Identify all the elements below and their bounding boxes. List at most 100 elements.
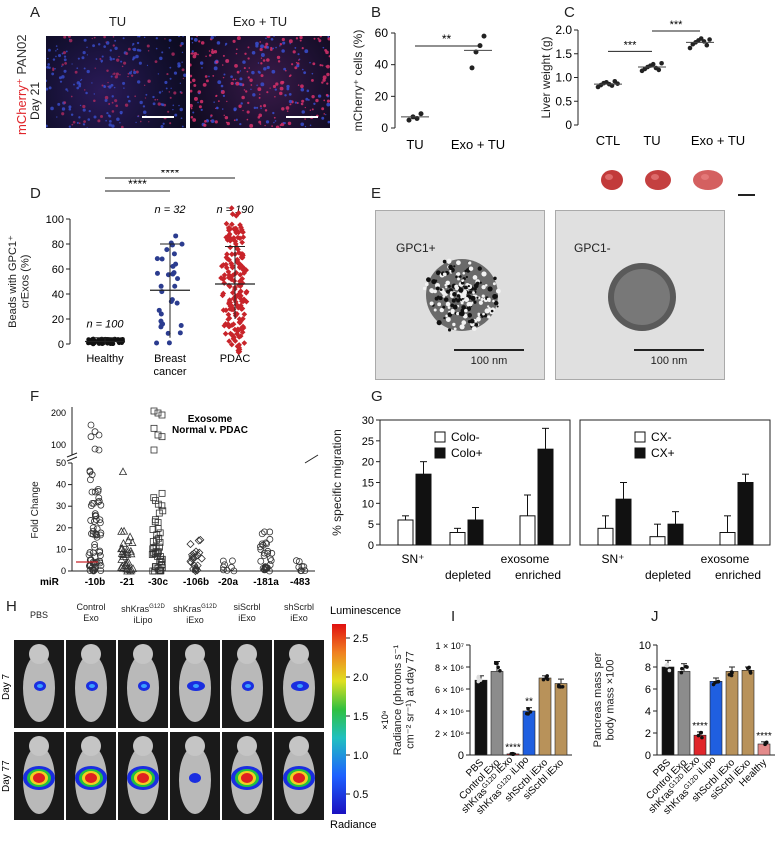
y-tick-label: 10	[639, 640, 651, 652]
y-tick-label: 8 × 10⁶	[435, 663, 464, 673]
data-point	[159, 256, 165, 262]
column-label: shKrasG12D iExo	[173, 604, 217, 625]
gold-particle	[462, 271, 466, 275]
x-tick-label: Healthy	[86, 353, 124, 365]
gold-particle	[484, 308, 490, 314]
data-point	[95, 497, 103, 505]
cell-dot	[246, 110, 250, 114]
cell-dot	[136, 41, 140, 45]
panel-g-chart: 0 5 10 15 20 25 30 % specific migration SN⁺ exoso…	[325, 395, 780, 595]
cell-dot	[243, 89, 246, 91]
bar	[649, 536, 666, 546]
cell-dot	[126, 95, 130, 98]
data-point	[177, 330, 183, 336]
cell-dot	[279, 91, 283, 96]
cell-dot	[256, 84, 258, 87]
mouse-image	[274, 732, 324, 820]
cell-dot	[225, 42, 228, 46]
data-point	[157, 566, 165, 574]
data-point	[123, 545, 132, 553]
cell-dot	[144, 97, 147, 99]
data-point	[197, 554, 206, 563]
lum-signal-peak	[293, 773, 305, 783]
exosome-bead-core	[614, 269, 670, 325]
gold-particle	[479, 281, 482, 284]
cell-dot	[134, 95, 137, 98]
panel-f-chart: 0 10 20 30 40 50 100 200 Fold Change Exosome Norma…	[0, 395, 330, 590]
cell-dot	[78, 84, 82, 88]
cell-dot	[259, 123, 262, 125]
cell-dot	[230, 81, 234, 86]
cell-dot	[246, 70, 249, 73]
y-tick-label: 10	[56, 544, 66, 554]
cell-dot	[190, 103, 193, 108]
cell-dot	[263, 104, 267, 108]
cell-dot	[61, 65, 63, 67]
gold-particle	[462, 299, 465, 303]
data-point	[301, 567, 309, 575]
gold-particle	[426, 277, 431, 283]
mouse-image	[14, 732, 64, 820]
x-tick-label: -106b	[183, 577, 209, 588]
cell-dot	[326, 102, 330, 107]
outlier-point	[158, 433, 166, 441]
gold-particle	[433, 308, 437, 312]
cell-dot	[161, 51, 164, 54]
svg-text:mCherry⁺ PAN02: mCherry⁺ PAN02	[14, 34, 29, 135]
cell-dot	[132, 48, 134, 50]
gold-particle	[442, 305, 446, 309]
data-point	[154, 549, 161, 556]
cell-dot	[142, 110, 147, 115]
cell-dot	[172, 104, 175, 107]
gold-particle	[466, 291, 470, 294]
gold-particle	[481, 271, 487, 277]
cell-dot	[294, 101, 298, 104]
gold-particle	[441, 290, 446, 296]
cell-dot	[114, 46, 118, 50]
cell-dot	[243, 67, 246, 70]
x-tick-label: SN⁺	[401, 552, 424, 566]
data-point	[239, 298, 245, 305]
data-point	[158, 311, 164, 317]
bar	[709, 681, 723, 756]
cell-dot	[289, 74, 292, 77]
cell-dot	[198, 40, 201, 43]
lum-signal-core	[193, 684, 199, 688]
cell-dot	[181, 61, 183, 63]
cell-dot	[325, 114, 327, 116]
cell-dot	[113, 86, 116, 89]
data-point	[699, 730, 703, 735]
gold-particle	[445, 301, 451, 307]
cell-dot	[299, 39, 302, 42]
cell-dot	[68, 107, 72, 111]
outlier-point	[118, 467, 128, 476]
cell-dot	[170, 87, 172, 89]
data-point	[154, 256, 160, 262]
data-point	[87, 476, 94, 484]
cell-dot	[249, 123, 254, 128]
data-point	[86, 567, 94, 574]
cell-dot	[112, 73, 114, 75]
cell-dot	[311, 72, 314, 75]
x-tick-label: CTL	[596, 133, 621, 148]
data-point	[556, 684, 561, 689]
y-tick-label: 50	[56, 458, 66, 468]
cell-dot	[234, 64, 238, 68]
cell-dot	[326, 99, 330, 103]
gold-particle	[458, 287, 464, 293]
cell-dot	[63, 69, 67, 73]
cell-dot	[257, 116, 261, 119]
cell-dot	[279, 45, 281, 47]
bar	[522, 710, 536, 756]
data-point	[88, 530, 95, 538]
cell-dot	[272, 111, 275, 115]
cell-dot	[298, 59, 300, 61]
cell-dot	[67, 36, 72, 38]
y-tick-label: 20	[52, 314, 64, 326]
data-point	[228, 563, 235, 571]
gold-particle	[433, 289, 437, 294]
cell-dot	[101, 55, 104, 58]
x-tick-label: TU	[643, 133, 660, 148]
cell-dot	[160, 125, 164, 128]
gpc1-negative-label: GPC1-	[574, 241, 611, 255]
